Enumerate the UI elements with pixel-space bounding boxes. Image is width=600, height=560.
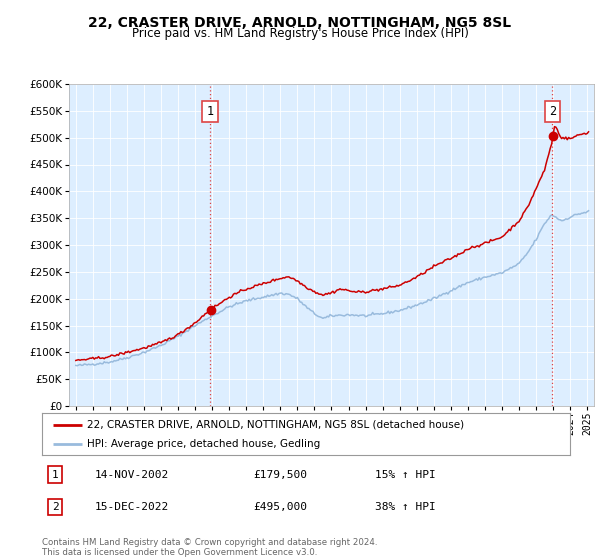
- Text: 2: 2: [52, 502, 59, 512]
- Text: HPI: Average price, detached house, Gedling: HPI: Average price, detached house, Gedl…: [87, 439, 320, 449]
- Text: Price paid vs. HM Land Registry's House Price Index (HPI): Price paid vs. HM Land Registry's House …: [131, 27, 469, 40]
- Text: £179,500: £179,500: [253, 470, 307, 480]
- Text: 38% ↑ HPI: 38% ↑ HPI: [374, 502, 436, 512]
- Text: £495,000: £495,000: [253, 502, 307, 512]
- Text: 22, CRASTER DRIVE, ARNOLD, NOTTINGHAM, NG5 8SL (detached house): 22, CRASTER DRIVE, ARNOLD, NOTTINGHAM, N…: [87, 419, 464, 430]
- Text: 1: 1: [52, 470, 59, 480]
- Text: 14-NOV-2002: 14-NOV-2002: [95, 470, 169, 480]
- Text: 1: 1: [206, 105, 214, 118]
- Text: 15% ↑ HPI: 15% ↑ HPI: [374, 470, 436, 480]
- Text: 2: 2: [549, 105, 556, 118]
- Text: 22, CRASTER DRIVE, ARNOLD, NOTTINGHAM, NG5 8SL: 22, CRASTER DRIVE, ARNOLD, NOTTINGHAM, N…: [88, 16, 512, 30]
- Text: Contains HM Land Registry data © Crown copyright and database right 2024.
This d: Contains HM Land Registry data © Crown c…: [42, 538, 377, 557]
- Text: 15-DEC-2022: 15-DEC-2022: [95, 502, 169, 512]
